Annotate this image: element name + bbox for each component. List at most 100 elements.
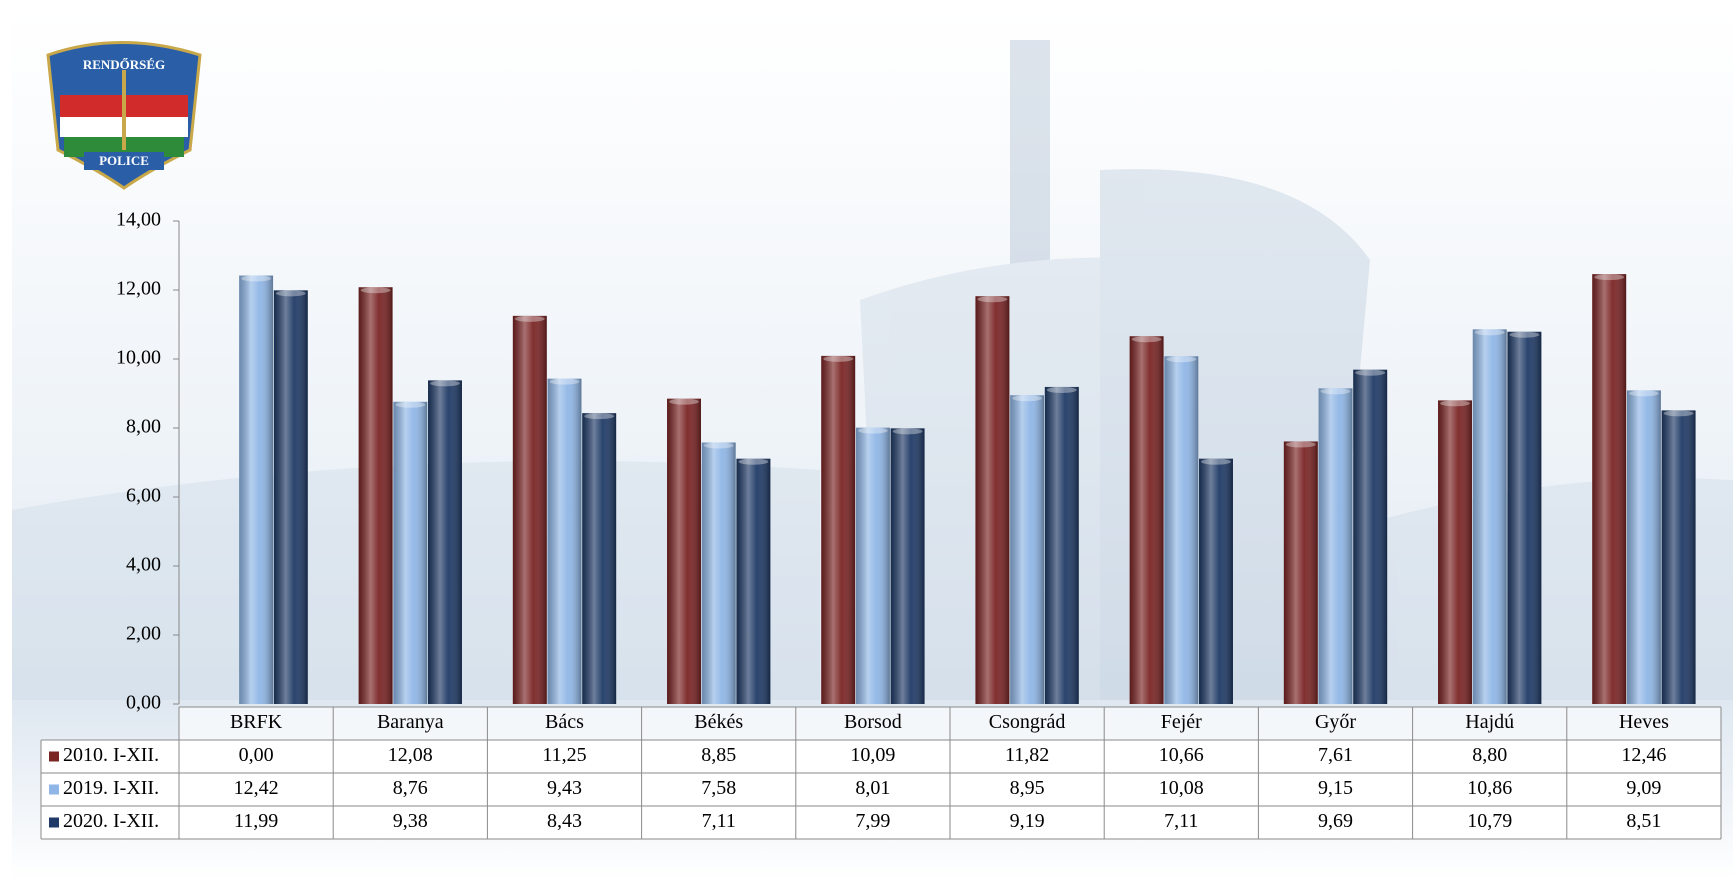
bar-cap — [823, 355, 854, 362]
bar-shine — [239, 275, 274, 704]
bar-shine — [890, 428, 925, 704]
bar-shine — [428, 380, 462, 704]
table-value: 9,43 — [547, 777, 582, 799]
table-value: 12,46 — [1621, 744, 1666, 766]
table-value: 10,86 — [1467, 777, 1512, 799]
legend-swatch — [49, 817, 59, 828]
bar-shine — [1283, 441, 1318, 704]
bar-shine — [975, 296, 1010, 704]
bar-cap — [1012, 395, 1043, 402]
table-value: 11,82 — [1005, 744, 1049, 766]
bar-shine — [1129, 336, 1164, 704]
table-value: 8,95 — [1010, 777, 1045, 799]
x-tick-label: Baranya — [377, 711, 444, 733]
bar-shine — [358, 287, 393, 704]
table-value: 9,38 — [393, 810, 428, 832]
bar-shine — [547, 378, 582, 704]
x-tick-label: Heves — [1619, 711, 1669, 733]
bar-cap — [1628, 390, 1659, 397]
bar-shine — [1626, 390, 1661, 704]
x-tick-label: BRFK — [230, 711, 283, 733]
bar-shine — [1353, 369, 1388, 704]
table-value: 12,08 — [388, 744, 433, 766]
table-value: 9,15 — [1318, 777, 1353, 799]
bar-shine — [1199, 458, 1233, 704]
bar-cap — [430, 380, 460, 387]
bar-shine — [273, 290, 308, 704]
table-value: 7,61 — [1318, 744, 1353, 766]
bar-shine — [1438, 400, 1472, 704]
legend-label: 2010. I-XII. — [63, 744, 159, 766]
x-tick-label: Bács — [545, 711, 584, 733]
bar-cap — [857, 427, 888, 434]
bar-shine — [1010, 395, 1045, 704]
bar-cap — [1166, 356, 1197, 363]
table-value: 7,11 — [1164, 810, 1198, 832]
y-tick-label: 6,00 — [126, 485, 161, 507]
logo: RENDŐRSÉG POLICE — [46, 41, 202, 190]
table-value: 9,19 — [1010, 810, 1045, 832]
table-value: 7,11 — [702, 810, 736, 832]
y-tick-label: 12,00 — [116, 278, 161, 300]
bar-shine — [855, 427, 890, 704]
bar-cap — [1474, 329, 1505, 336]
table-value: 8,51 — [1626, 810, 1661, 832]
bar-shine — [1044, 386, 1079, 704]
bar-cap — [241, 275, 272, 282]
bar-cap — [1594, 274, 1625, 281]
bar-cap — [738, 458, 769, 465]
table-value: 8,43 — [547, 810, 582, 832]
bar-shine — [667, 398, 701, 704]
table-value: 10,79 — [1467, 810, 1512, 832]
table-value: 11,99 — [234, 810, 278, 832]
table-value: 10,09 — [850, 744, 895, 766]
bar-cap — [1440, 400, 1470, 407]
table-value: 8,85 — [701, 744, 736, 766]
table-value: 12,42 — [234, 777, 279, 799]
bar-cap — [1285, 441, 1316, 448]
legend-swatch — [49, 751, 59, 762]
y-tick-label: 8,00 — [126, 416, 161, 438]
bar-shine — [393, 401, 428, 704]
bar-cap — [1355, 369, 1386, 376]
bar-shine — [821, 355, 856, 704]
bar-shine — [1507, 331, 1542, 704]
table-value: 8,01 — [855, 777, 890, 799]
y-tick-label: 10,00 — [116, 347, 161, 369]
bar-shine — [1164, 356, 1199, 704]
bar-cap — [275, 290, 306, 297]
bar-cap — [1509, 331, 1540, 338]
bar-shine — [582, 413, 617, 704]
logo-top-text: RENDŐRSÉG — [83, 57, 165, 72]
x-tick-label: Békés — [694, 711, 743, 733]
y-tick-label: 14,00 — [116, 209, 161, 231]
x-tick-label: Borsod — [844, 711, 902, 733]
legend-label: 2019. I-XII. — [63, 777, 159, 799]
y-tick-label: 0,00 — [126, 692, 161, 714]
x-tick-label: Győr — [1315, 711, 1356, 733]
bar-cap — [1046, 386, 1077, 393]
y-tick-label: 2,00 — [126, 623, 161, 645]
table-value: 7,99 — [855, 810, 890, 832]
table-value: 10,66 — [1159, 744, 1204, 766]
legend-swatch — [49, 784, 59, 795]
table-value: 8,80 — [1472, 744, 1507, 766]
table-value: 10,08 — [1159, 777, 1204, 799]
bar-shine — [1318, 388, 1353, 704]
x-tick-label: Fejér — [1161, 711, 1202, 733]
logo-bottom-text: POLICE — [99, 153, 149, 168]
bar-shine — [736, 458, 771, 704]
bar-shine — [701, 442, 736, 704]
table-value: 11,25 — [542, 744, 586, 766]
bar-cap — [549, 378, 580, 385]
bar-cap — [703, 442, 734, 449]
bar-cap — [892, 428, 923, 435]
bar-shine — [1592, 274, 1627, 704]
bar-cap — [584, 413, 615, 420]
x-tick-label: Hajdú — [1465, 711, 1514, 733]
bar-cap — [395, 401, 426, 408]
legend-label: 2020. I-XII. — [63, 810, 159, 832]
table-value: 8,76 — [393, 777, 428, 799]
bar-cap — [1201, 458, 1231, 465]
